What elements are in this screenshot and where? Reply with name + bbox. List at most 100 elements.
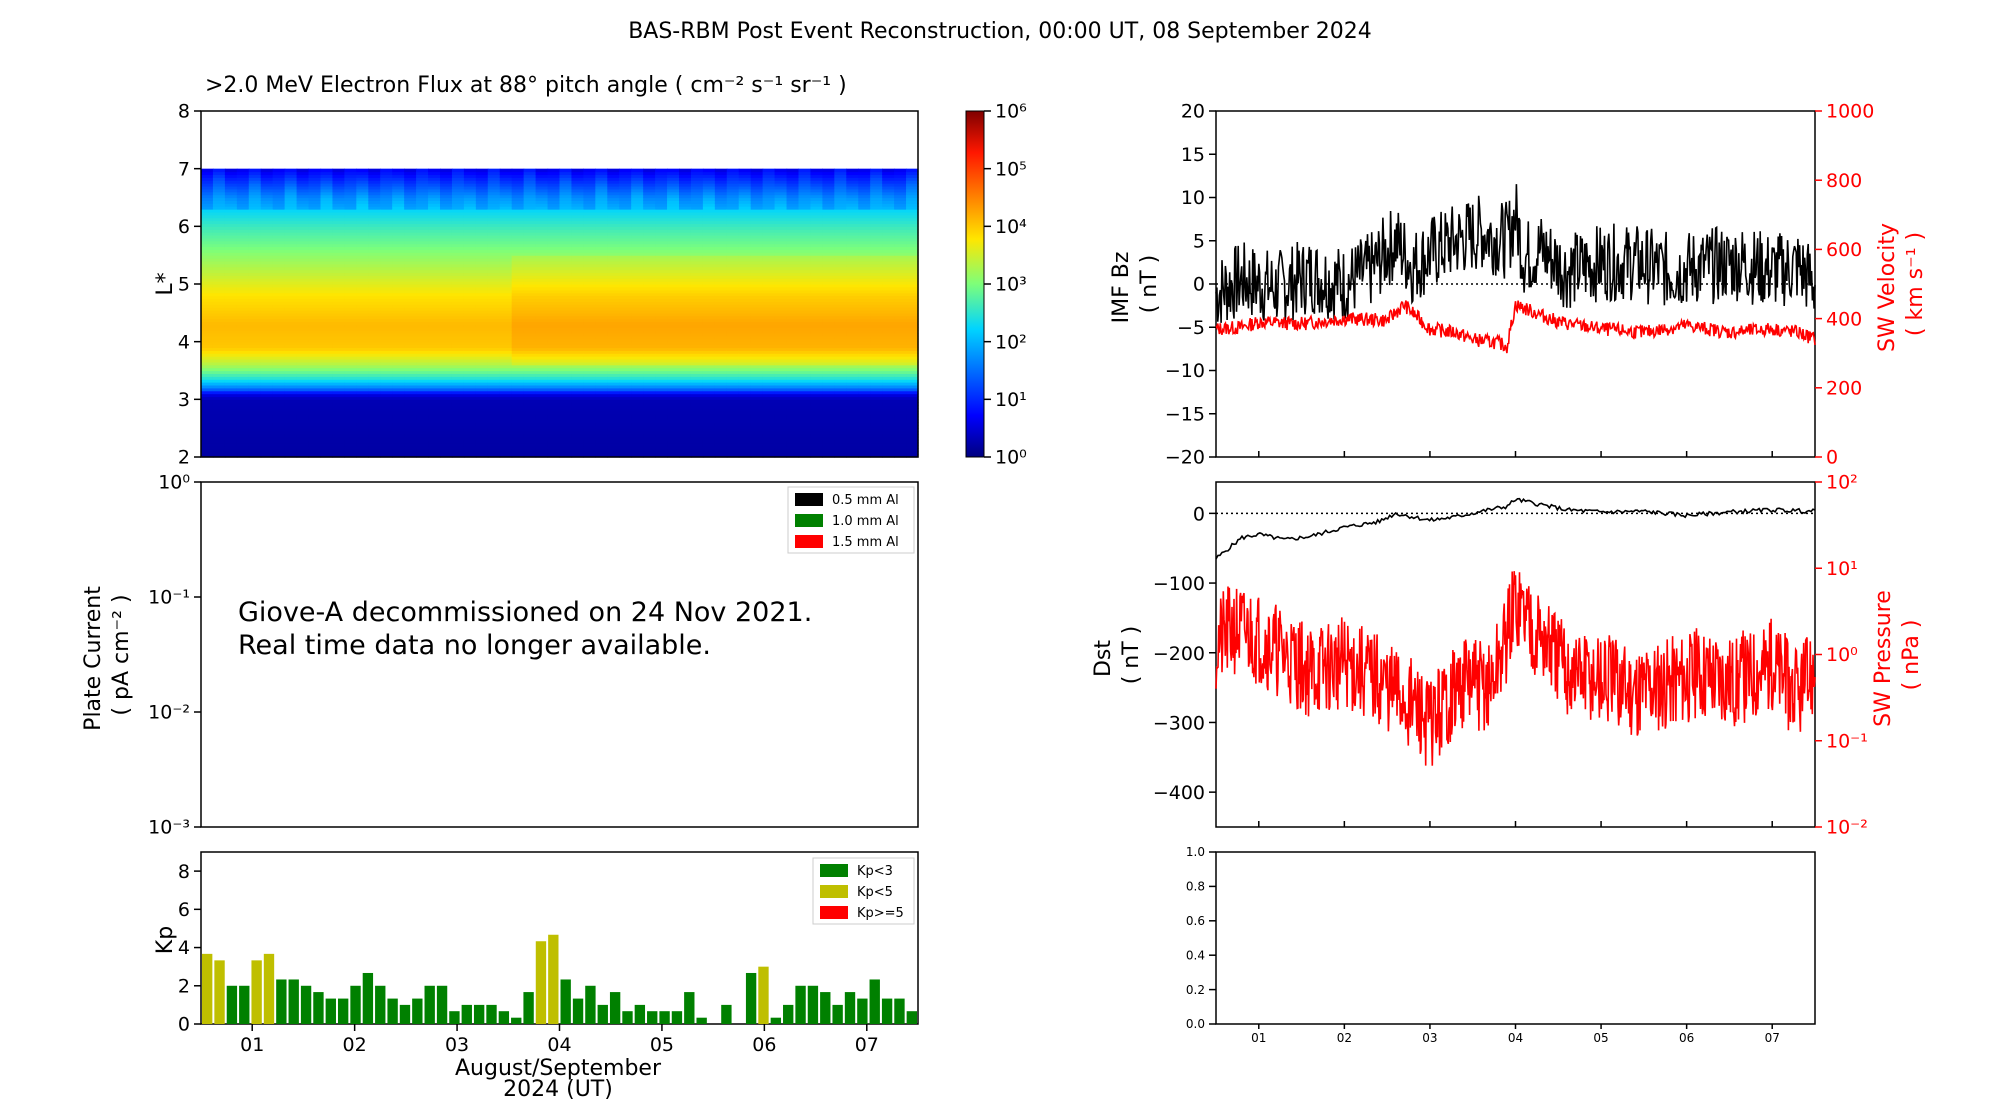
flux-cell bbox=[714, 240, 728, 245]
flux-cell bbox=[308, 344, 322, 349]
flux-cell bbox=[595, 243, 608, 248]
flux-cell bbox=[523, 370, 537, 374]
flux-cell bbox=[248, 448, 262, 452]
flux-cell bbox=[284, 442, 298, 447]
flux-cell bbox=[440, 433, 453, 438]
flux-cell bbox=[201, 226, 214, 230]
flux-cell bbox=[702, 295, 716, 300]
flux-cell bbox=[272, 448, 286, 452]
flux-cell bbox=[607, 315, 620, 320]
flux-cell bbox=[738, 428, 752, 432]
flux-cell bbox=[667, 396, 680, 400]
flux-cell bbox=[320, 289, 334, 294]
flux-cell bbox=[380, 234, 393, 239]
flux-cell bbox=[511, 174, 525, 178]
flux-cell bbox=[559, 341, 573, 346]
flux-cell bbox=[583, 338, 596, 343]
flux-cell bbox=[284, 281, 298, 285]
flux-cell bbox=[499, 281, 513, 285]
flux-cell bbox=[762, 416, 776, 421]
flux-cell bbox=[726, 275, 740, 279]
flux-cell bbox=[559, 353, 573, 357]
flux-cell bbox=[690, 177, 704, 181]
flux-cell bbox=[583, 445, 596, 449]
flux-cell bbox=[284, 237, 298, 242]
flux-cell bbox=[583, 419, 596, 423]
flux-cell bbox=[440, 370, 453, 374]
flux-cell bbox=[392, 168, 405, 173]
flux-cell bbox=[404, 436, 417, 441]
flux-cell bbox=[272, 209, 286, 213]
flux-cell bbox=[320, 324, 334, 328]
flux-cell bbox=[236, 373, 250, 377]
flux-cell bbox=[248, 304, 262, 308]
flux-cell bbox=[583, 203, 596, 207]
flux-cell bbox=[284, 272, 298, 276]
flux-cell bbox=[260, 390, 274, 395]
flux-cell bbox=[679, 341, 692, 346]
flux-cell bbox=[679, 433, 692, 438]
flux-cell bbox=[404, 260, 417, 265]
flux-cell bbox=[296, 402, 310, 406]
flux-cell bbox=[236, 379, 250, 383]
flux-cell bbox=[667, 324, 680, 328]
flux-cell bbox=[762, 278, 776, 282]
flux-cell bbox=[535, 191, 549, 196]
flux-cell bbox=[356, 382, 369, 386]
flux-cell bbox=[571, 454, 584, 458]
flux-cell bbox=[643, 220, 656, 225]
flux-cell bbox=[284, 263, 298, 268]
flux-cell bbox=[440, 390, 453, 395]
flux-cell bbox=[690, 272, 704, 276]
flux-cell bbox=[260, 174, 274, 178]
flux-cell bbox=[774, 203, 788, 207]
flux-cell bbox=[667, 194, 680, 199]
flux-cell bbox=[786, 318, 800, 323]
flux-cell bbox=[308, 454, 322, 458]
flux-cell bbox=[714, 200, 728, 204]
flux-cell bbox=[201, 211, 214, 216]
flux-cell bbox=[332, 263, 345, 268]
flux-cell bbox=[583, 382, 596, 386]
flux-cell bbox=[380, 220, 393, 225]
flux-cell bbox=[571, 428, 584, 432]
flux-cell bbox=[380, 284, 393, 288]
flux-cell bbox=[667, 304, 680, 308]
flux-cell bbox=[786, 298, 800, 302]
flux-cell bbox=[451, 387, 465, 392]
flux-cell bbox=[416, 416, 429, 421]
flux-cell bbox=[308, 214, 322, 219]
flux-cell bbox=[308, 425, 322, 429]
flux-cell bbox=[547, 209, 561, 213]
flux-cell bbox=[702, 243, 716, 248]
flux-cell bbox=[320, 298, 334, 302]
flux-cell bbox=[726, 376, 740, 380]
flux-cell bbox=[248, 422, 262, 426]
flux-cell bbox=[511, 327, 525, 331]
flux-cell bbox=[320, 416, 334, 421]
flux-cell bbox=[750, 191, 764, 196]
flux-cell bbox=[511, 367, 525, 372]
flux-cell bbox=[726, 413, 740, 418]
flux-cell bbox=[750, 304, 764, 308]
flux-cell bbox=[535, 266, 549, 271]
flux-cell bbox=[332, 338, 345, 343]
flux-cell bbox=[368, 234, 381, 239]
flux-cell bbox=[726, 396, 740, 400]
flux-cell bbox=[404, 428, 417, 432]
flux-cell bbox=[583, 353, 596, 357]
flux-cell bbox=[559, 361, 573, 366]
flux-cell bbox=[392, 226, 405, 230]
flux-cell bbox=[487, 312, 501, 317]
flux-cell bbox=[571, 206, 584, 210]
flux-cell bbox=[750, 206, 764, 210]
flux-cell bbox=[643, 289, 656, 294]
flux-cell bbox=[320, 399, 334, 403]
flux-cell bbox=[428, 206, 441, 210]
flux-cell bbox=[451, 358, 465, 363]
flux-cell bbox=[595, 229, 608, 233]
flux-cell bbox=[643, 183, 656, 187]
flux-cell bbox=[416, 289, 429, 294]
flux-cell bbox=[284, 301, 298, 305]
flux-cell bbox=[714, 263, 728, 268]
